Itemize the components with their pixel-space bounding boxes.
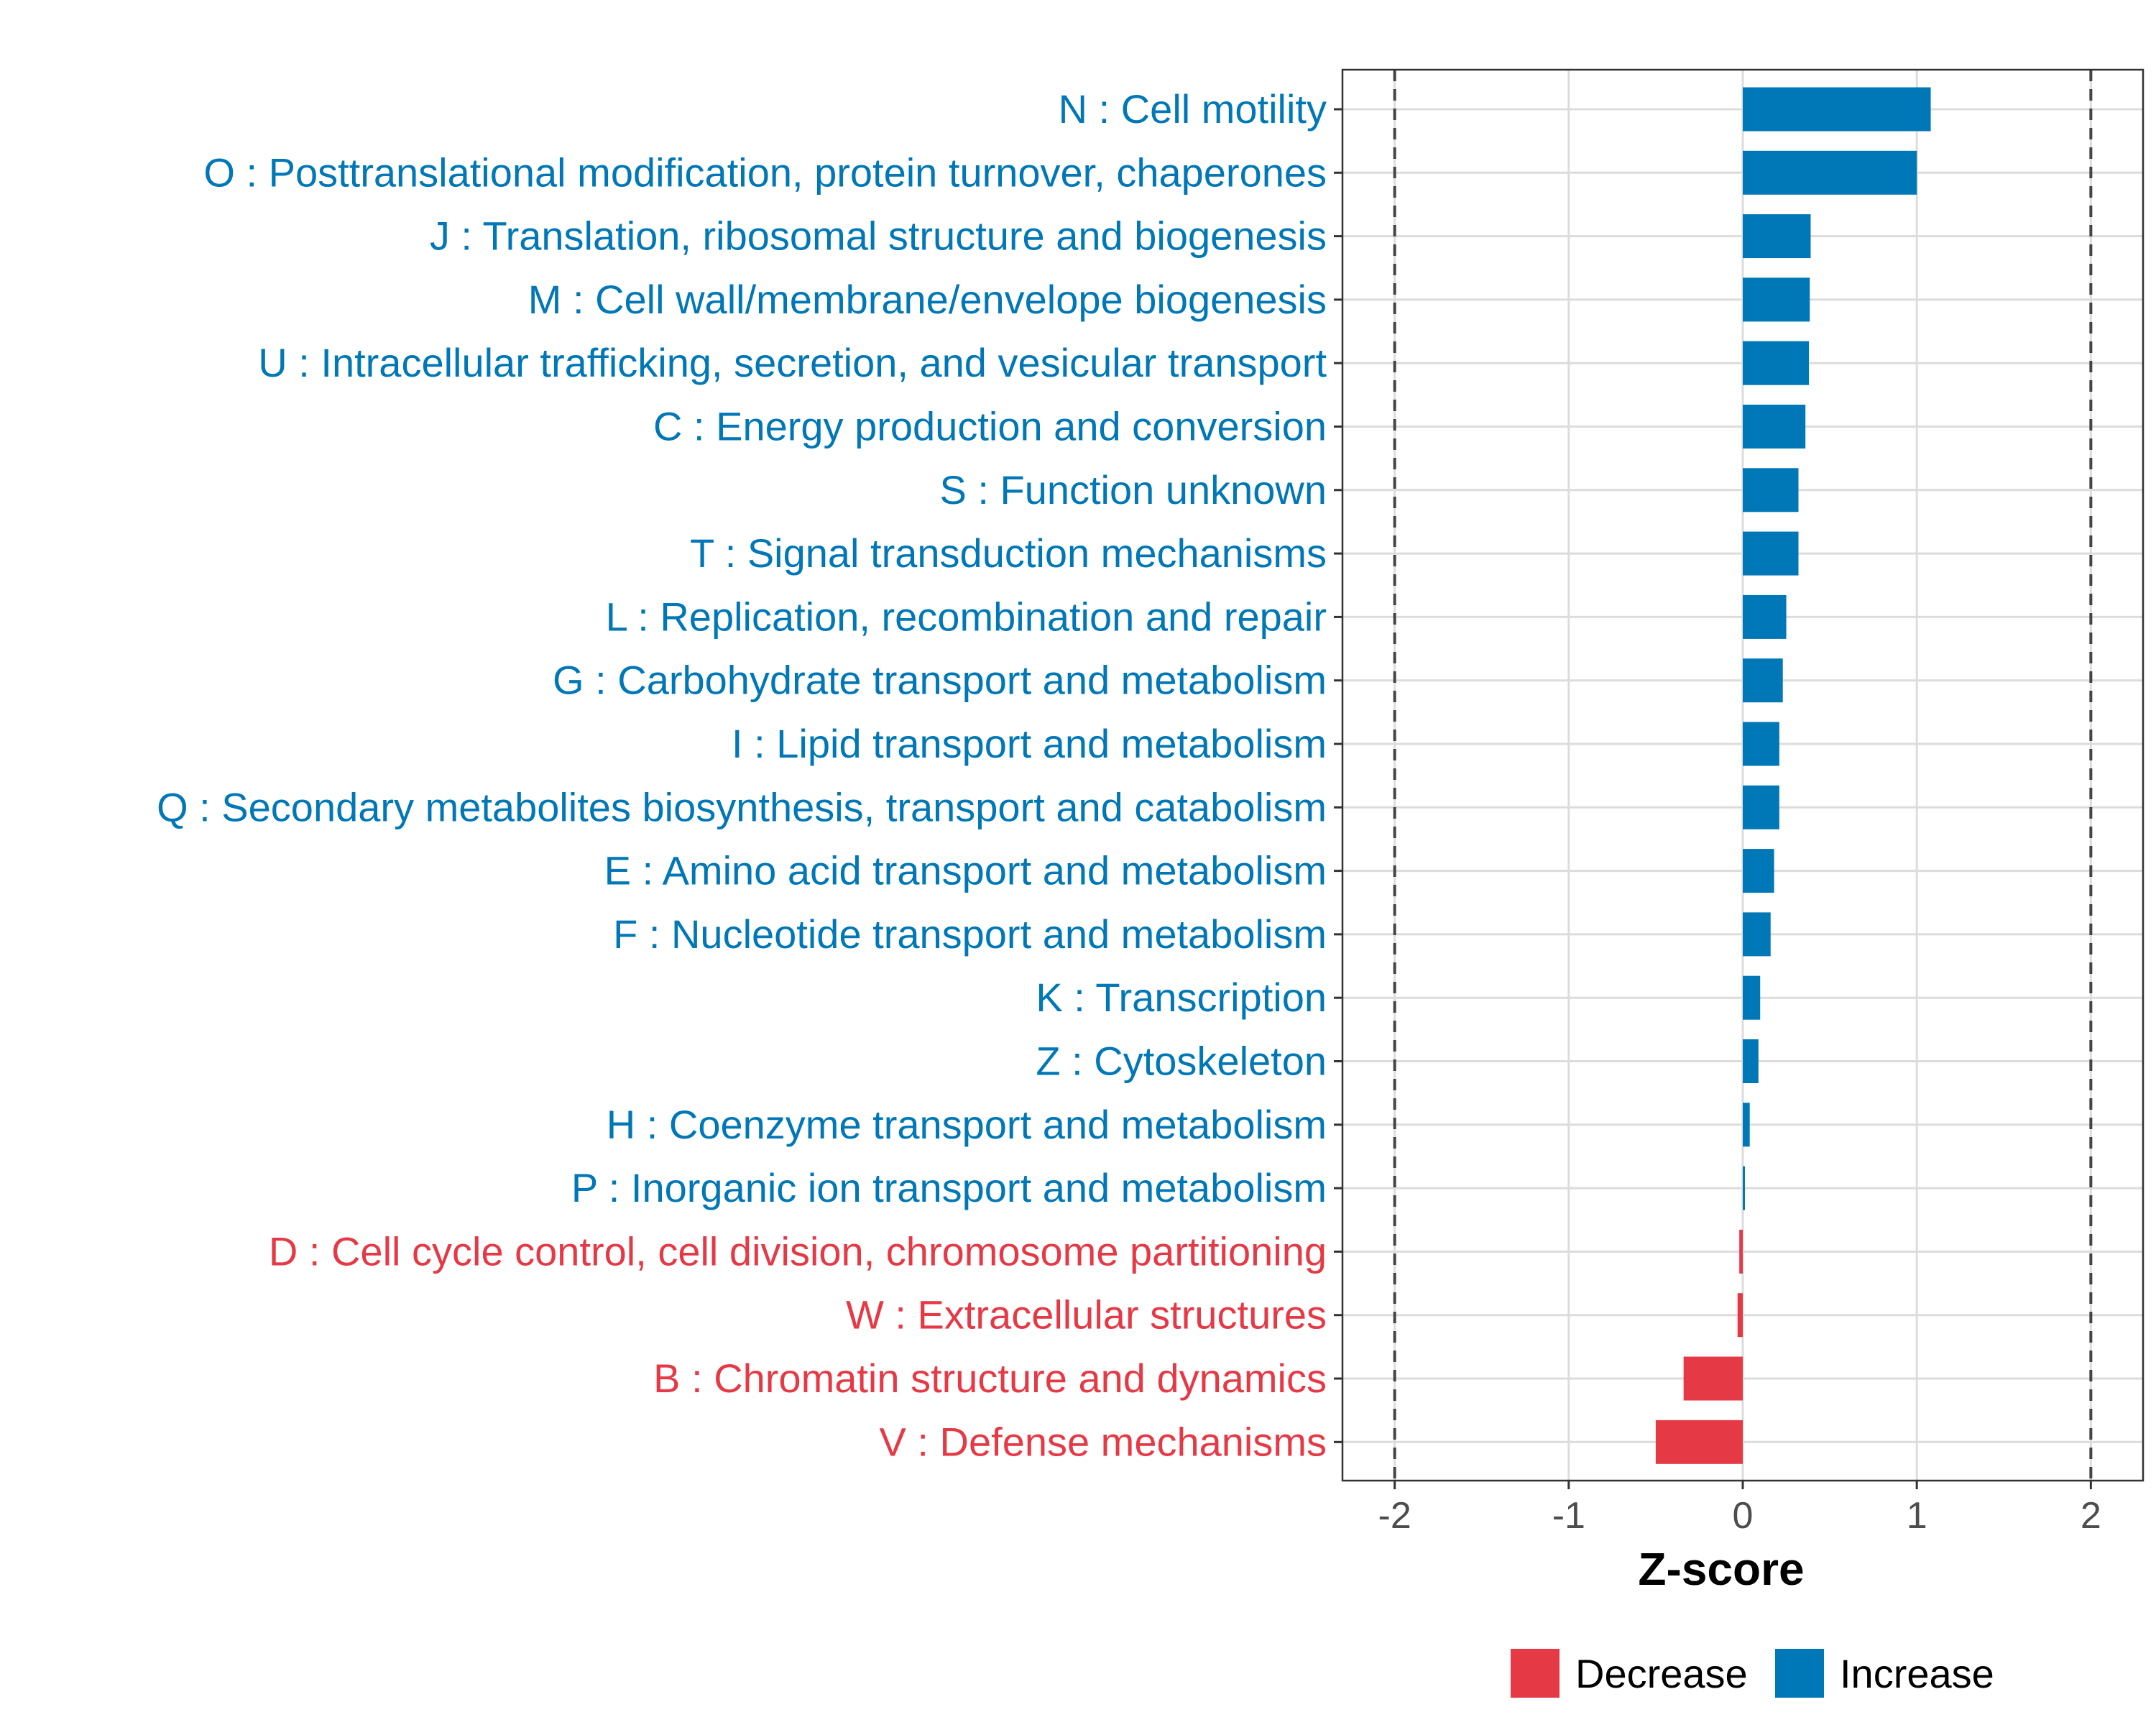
bar <box>1743 849 1774 893</box>
bar <box>1743 277 1810 322</box>
category-label: Z : Cytoskeleton <box>1036 1039 1327 1084</box>
bar <box>1743 468 1799 512</box>
category-label: T : Signal transduction mechanisms <box>690 530 1327 576</box>
category-label: H : Coenzyme transport and metabolism <box>607 1102 1327 1147</box>
x-ticks: -2 -1 0 1 2 <box>1378 1481 2101 1537</box>
category-label: N : Cell motility <box>1059 86 1327 132</box>
legend-key <box>1775 1649 1824 1698</box>
bar <box>1743 214 1811 259</box>
bar <box>1743 1166 1745 1210</box>
category-label: S : Function unknown <box>939 467 1327 512</box>
bar <box>1743 722 1779 766</box>
bar <box>1743 912 1771 957</box>
bar <box>1743 785 1779 829</box>
category-label: K : Transcription <box>1036 975 1327 1020</box>
bar <box>1743 658 1783 703</box>
category-label: Q : Secondary metabolites biosynthesis, … <box>157 784 1327 829</box>
category-label: O : Posttranslational modification, prot… <box>203 150 1327 195</box>
bar <box>1739 1229 1743 1274</box>
legend-label: Increase <box>1840 1651 1994 1696</box>
x-tick-label: 1 <box>1907 1495 1927 1537</box>
bar <box>1655 1420 1743 1464</box>
x-axis-title: Z-score <box>1638 1543 1804 1595</box>
category-label: J : Translation, ribosomal structure and… <box>430 213 1327 259</box>
bars-layer <box>1655 87 1931 1464</box>
category-label: M : Cell wall/membrane/envelope biogenes… <box>528 277 1327 322</box>
category-label: B : Chromatin structure and dynamics <box>653 1356 1327 1401</box>
category-label: W : Extracellular structures <box>846 1292 1327 1338</box>
legend: Decrease Increase <box>1511 1649 1994 1698</box>
bar <box>1743 87 1931 132</box>
legend-key <box>1511 1649 1560 1698</box>
category-label: I : Lipid transport and metabolism <box>732 721 1327 766</box>
x-tick-label: 0 <box>1733 1495 1754 1537</box>
bar <box>1743 150 1917 195</box>
bar <box>1743 1103 1750 1147</box>
bar <box>1743 594 1787 639</box>
bar <box>1743 975 1761 1020</box>
x-tick-label: 2 <box>2081 1495 2101 1537</box>
category-label: F : Nucleotide transport and metabolism <box>613 911 1327 957</box>
x-tick-label: -2 <box>1378 1495 1411 1537</box>
category-label: C : Energy production and conversion <box>653 404 1327 449</box>
category-label: D : Cell cycle control, cell division, c… <box>269 1228 1327 1274</box>
category-label: E : Amino acid transport and metabolism <box>604 848 1327 893</box>
reference-lines <box>1393 70 2093 1481</box>
bar <box>1743 341 1810 385</box>
category-labels: N : Cell motility O : Posttranslational m… <box>157 86 1327 1464</box>
category-label: G : Carbohydrate transport and metabolis… <box>553 658 1327 703</box>
y-ticks <box>1334 108 1342 1443</box>
category-label: L : Replication, recombination and repai… <box>606 594 1327 639</box>
bar <box>1683 1356 1743 1401</box>
bar <box>1743 405 1806 448</box>
bar <box>1737 1293 1743 1338</box>
category-label: U : Intracellular trafficking, secretion… <box>258 340 1327 385</box>
category-label: V : Defense mechanisms <box>880 1419 1327 1464</box>
category-label: P : Inorganic ion transport and metaboli… <box>571 1165 1327 1210</box>
bar <box>1743 531 1799 576</box>
x-tick-label: -1 <box>1552 1495 1585 1537</box>
bar <box>1743 1039 1759 1083</box>
legend-label: Decrease <box>1575 1651 1748 1696</box>
